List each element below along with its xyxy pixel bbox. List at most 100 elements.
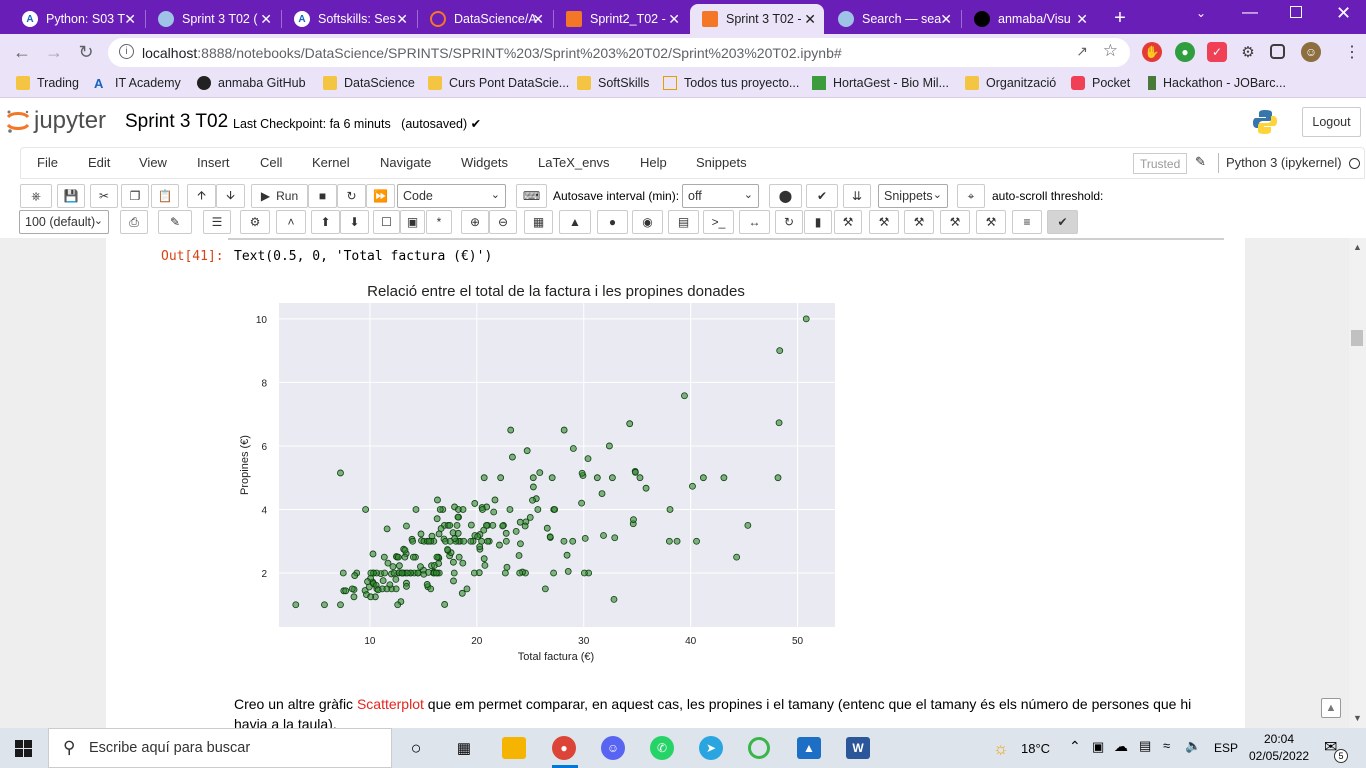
file-explorer-icon[interactable] [502,737,526,759]
asterisk-icon[interactable]: * [426,210,452,234]
browser-tab[interactable]: anmaba/Visu ✕ [962,4,1096,34]
word-icon[interactable]: W [846,737,870,759]
cell-type-select[interactable]: Code ⌄ [397,184,506,208]
scroll-down-arrow[interactable]: ▼ [1353,713,1362,723]
checkmark-icon[interactable]: ✔ [1047,210,1078,234]
forward-icon[interactable]: → [45,41,63,62]
restart-run-all-icon[interactable]: ⏩ [366,184,395,208]
tab-close-icon[interactable]: ✕ [396,11,408,27]
close-window-icon[interactable]: ✕ [1336,3,1352,23]
keyboard-icon[interactable]: ⌨ [516,184,547,208]
bookmark-item[interactable]: anmaba GitHub [197,76,306,90]
hammer-icon[interactable]: ⚒ [940,210,970,234]
lock-icon[interactable]: ▣ [400,210,425,234]
menu-snippets[interactable]: Snippets [696,155,747,170]
adblock-extension-icon[interactable]: ✋ [1142,42,1162,62]
address-bar[interactable]: i localhost:8888/notebooks/DataScience/S… [108,38,1130,67]
notebook-title[interactable]: Sprint 3 T02 [125,111,229,132]
chevron-up-icon[interactable]: ˄ [276,210,306,234]
hammer-icon[interactable]: ⚒ [904,210,934,234]
cut-icon[interactable]: ✂ [90,184,118,208]
bookmark-item[interactable]: HortaGest - Bio Mil... [812,76,949,90]
hammer-icon[interactable]: ⚒ [976,210,1006,234]
clock-time[interactable]: 20:04 [1264,732,1295,746]
check-icon[interactable]: ✔ [806,184,838,208]
scrollbar-thumb[interactable] [1351,330,1363,346]
logout-button[interactable]: Logout [1302,107,1361,137]
browser-tab[interactable]: Sprint 3 T02 (✕ [146,4,280,34]
tab-close-icon[interactable]: ✕ [804,11,816,27]
move-up-icon[interactable]: 🡩 [187,184,216,208]
double-chevron-down-icon[interactable]: ⇊ [843,184,871,208]
kernel-name[interactable]: Python 3 (ipykernel) [1226,155,1342,170]
crosshair-icon[interactable]: ⌖ [957,184,985,208]
tab-close-icon[interactable]: ✕ [1076,11,1088,27]
save-icon[interactable]: 💾 [57,184,85,208]
restore-icon[interactable] [1290,6,1302,18]
browser-tab[interactable]: Sprint2_T02 - ✕ [554,4,688,34]
telegram-icon[interactable]: ➤ [699,736,723,760]
scroll-up-arrow[interactable]: ▲ [1353,242,1362,252]
menu-view[interactable]: View [139,155,167,170]
jupyter-logo[interactable]: jupyter [5,107,106,135]
zoom-out-icon[interactable]: ⊖ [489,210,517,234]
site-info-icon[interactable]: i [119,44,134,59]
copy-icon[interactable]: ❐ [121,184,149,208]
language-indicator[interactable]: ESP [1214,741,1239,755]
tray-app-icon[interactable]: ▣ [1092,739,1105,754]
calculator-icon[interactable]: ▤ [668,210,699,234]
task-view-icon[interactable]: ▦ [456,740,472,757]
menu-cell[interactable]: Cell [260,155,283,170]
bookmark-item[interactable]: Todos tus proyecto... [663,76,799,90]
bookmark-item[interactable]: Hackathon - JOBarc... [1148,76,1286,90]
menu-help[interactable]: Help [640,155,667,170]
bookmark-item[interactable]: Pocket [1071,76,1130,90]
run-button[interactable]: ▶ Run [251,184,308,208]
volume-icon[interactable]: 🔈 [1185,738,1202,753]
list-ul-icon[interactable]: ≡ [1012,210,1042,234]
list-icon[interactable]: ☰ [203,210,231,234]
calendar-icon[interactable]: ▦ [524,210,553,234]
app-circle-icon[interactable] [748,737,770,759]
extensions-puzzle-icon[interactable]: ⚙ [1241,44,1255,61]
tab-close-icon[interactable]: ✕ [532,11,544,27]
bookmark-item[interactable]: Trading [16,76,79,90]
wifi-icon[interactable]: ≈ [1163,738,1171,753]
discord-icon[interactable]: ☺ [601,736,625,760]
github-icon[interactable]: ● [597,210,628,234]
arrows-h-icon[interactable]: ↔ [739,210,770,234]
temperature[interactable]: 18°C [1021,741,1051,756]
tray-chevron-icon[interactable]: ⌃ [1069,738,1081,754]
book-icon[interactable]: ▮ [804,210,832,234]
bookmark-item[interactable]: Organització [965,76,1056,90]
scroll-to-top-button[interactable]: ▲ [1321,698,1341,718]
clock-date[interactable]: 02/05/2022 [1249,749,1310,763]
brush-icon[interactable]: ✎ [158,210,192,234]
browser-tab[interactable]: A Python: S03 T ✕ [10,4,144,34]
interrupt-icon[interactable]: ■ [308,184,337,208]
arrow-circle-up-icon[interactable]: ⬆ [311,210,340,234]
command-palette-icon[interactable]: ⎈ [20,184,52,208]
pocket-extension-icon[interactable]: ✓ [1207,42,1227,62]
cloud-icon[interactable]: ☁ [1114,738,1128,754]
unlock-icon[interactable]: ☐ [373,210,400,234]
paste-icon[interactable]: 📋 [151,184,179,208]
terminal-icon[interactable]: >_ [703,210,734,234]
snippets-select[interactable]: Snippets ⌄ [878,184,948,208]
menu-latex-envs[interactable]: LaTeX_envs [538,155,610,170]
profile-avatar[interactable]: ☺ [1301,42,1321,62]
move-down-icon[interactable]: 🡫 [216,184,245,208]
tab-close-icon[interactable]: ✕ [124,11,136,27]
back-icon[interactable]: ← [13,41,31,62]
menu-insert[interactable]: Insert [197,155,230,170]
bookmark-item[interactable]: A IT Academy [94,76,181,91]
network-icon[interactable]: ▤ [1139,738,1152,753]
share-icon[interactable]: ↗ [1076,43,1088,59]
graduation-cap-icon[interactable]: ▲ [559,210,591,234]
print-icon[interactable]: ⎙ [120,210,148,234]
zoom-in-icon[interactable]: ⊕ [461,210,489,234]
eye-icon[interactable]: ◉ [632,210,663,234]
autoscroll-threshold-select[interactable]: 100 (default) ⌄ [19,210,109,234]
toggle-icon[interactable]: ⬤ [769,184,802,208]
tab-close-icon[interactable]: ✕ [260,11,272,27]
